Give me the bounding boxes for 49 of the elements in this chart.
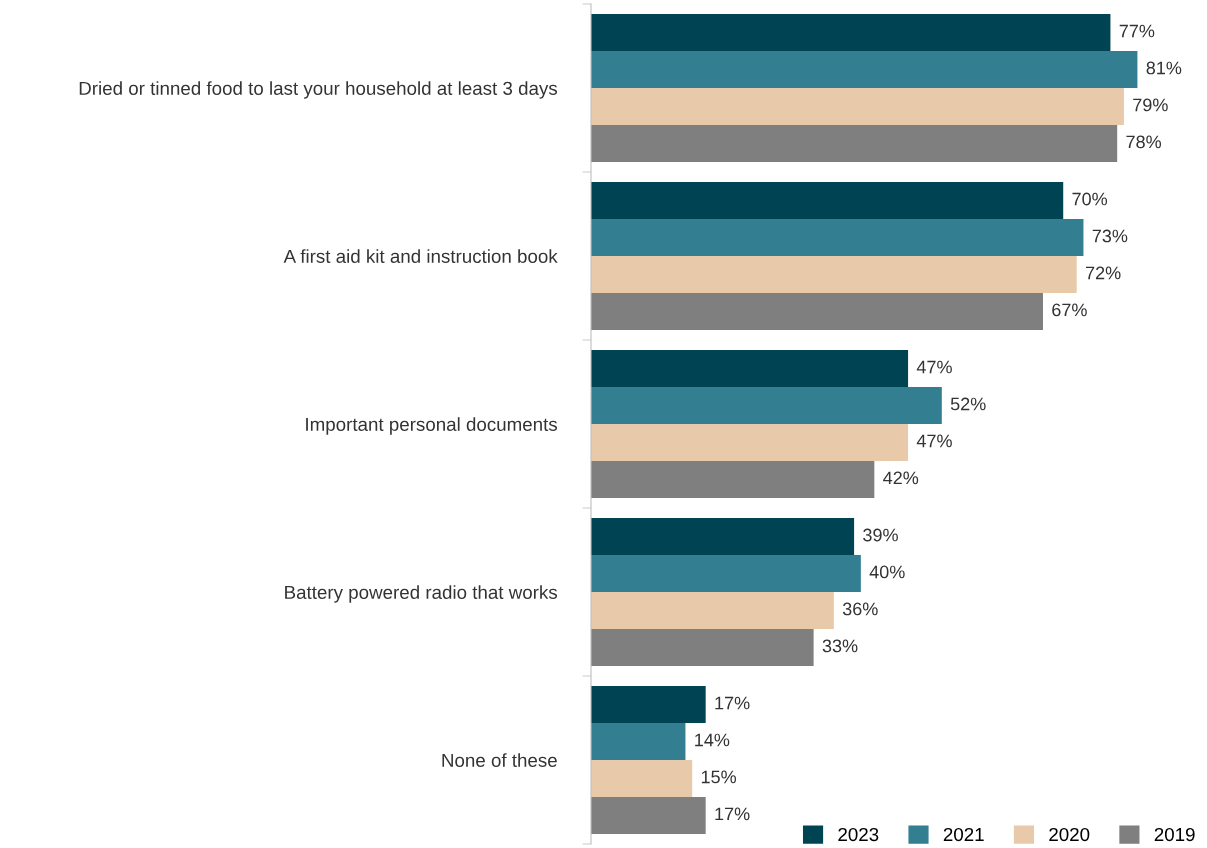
bar [591, 88, 1124, 125]
data-label: 17% [715, 696, 750, 710]
bar [591, 723, 686, 760]
data-label: 40% [869, 565, 905, 579]
legend-label: 2023 [838, 827, 879, 842]
bar [591, 182, 1064, 220]
data-label: 78% [1126, 135, 1162, 149]
data-label: 47% [916, 360, 952, 374]
bar [591, 796, 706, 834]
data-label: 33% [822, 639, 858, 653]
bar [591, 518, 855, 556]
data-label: 17% [715, 807, 750, 821]
bar [591, 51, 1138, 88]
data-label: 52% [950, 397, 986, 411]
data-label: 70% [1072, 192, 1108, 206]
data-label: 15% [701, 770, 737, 784]
y-tick-label: Dried or tinned food to last your household at least 3 days [79, 81, 558, 99]
data-label: 67% [1052, 303, 1087, 317]
bar [591, 592, 834, 629]
bar [591, 555, 861, 592]
data-label: 72% [1085, 266, 1121, 280]
bar [591, 686, 706, 724]
data-label: 42% [883, 471, 919, 485]
data-label: 73% [1092, 229, 1128, 243]
data-label: 79% [1133, 98, 1168, 112]
data-label: 81% [1146, 61, 1182, 75]
bar [591, 256, 1077, 293]
bar [591, 760, 693, 797]
bar [591, 124, 1118, 162]
legend-label: 2020 [1049, 827, 1090, 842]
data-label: 47% [916, 434, 952, 448]
bar [591, 292, 1043, 330]
legend-label: 2019 [1154, 827, 1195, 842]
y-tick-label: None of these [442, 753, 557, 767]
data-label: 39% [863, 528, 898, 542]
legend-label: 2021 [943, 827, 984, 842]
y-tick-label: A first aid kit and instruction book [283, 249, 558, 263]
bar [591, 14, 1111, 52]
bar [591, 460, 875, 498]
bar [591, 387, 942, 424]
data-label: 77% [1119, 24, 1155, 38]
data-label: 14% [695, 733, 730, 747]
bar [591, 424, 909, 461]
data-label: 36% [842, 602, 878, 616]
y-tick-label: Battery powered radio that works [285, 585, 558, 603]
bar [591, 628, 814, 666]
bar [591, 350, 909, 388]
y-tick-label: Important personal documents [306, 417, 558, 435]
bar [591, 219, 1084, 256]
